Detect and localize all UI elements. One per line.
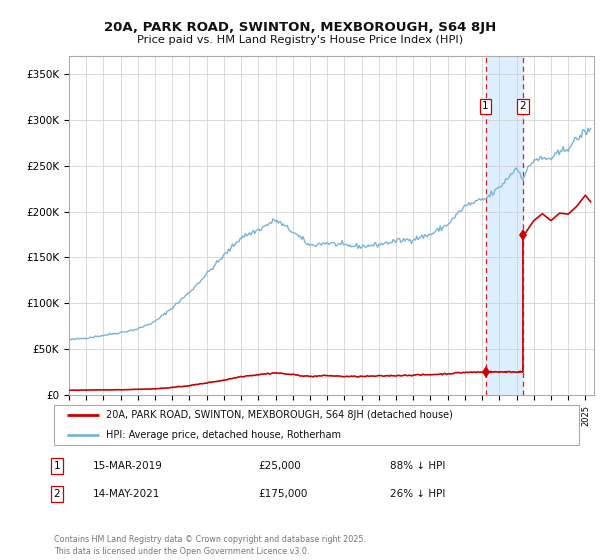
Text: £175,000: £175,000 [258,489,307,499]
Text: 14-MAY-2021: 14-MAY-2021 [93,489,160,499]
Text: 88% ↓ HPI: 88% ↓ HPI [390,461,445,471]
Bar [485,56,523,395]
Text: 20A, PARK ROAD, SWINTON, MEXBOROUGH, S64 8JH (detached house): 20A, PARK ROAD, SWINTON, MEXBOROUGH, S64… [107,410,454,421]
Text: Contains HM Land Registry data © Crown copyright and database right 2025.
This d: Contains HM Land Registry data © Crown c… [54,535,366,556]
Text: 2: 2 [53,489,61,499]
Text: 26% ↓ HPI: 26% ↓ HPI [390,489,445,499]
Text: £25,000: £25,000 [258,461,301,471]
Text: 20A, PARK ROAD, SWINTON, MEXBOROUGH, S64 8JH: 20A, PARK ROAD, SWINTON, MEXBOROUGH, S64… [104,21,496,34]
Text: Price paid vs. HM Land Registry's House Price Index (HPI): Price paid vs. HM Land Registry's House … [137,35,463,45]
Text: 1: 1 [53,461,61,471]
Text: 2: 2 [520,101,526,111]
Text: 1: 1 [482,101,489,111]
Text: HPI: Average price, detached house, Rotherham: HPI: Average price, detached house, Roth… [107,430,341,440]
Text: 15-MAR-2019: 15-MAR-2019 [93,461,163,471]
